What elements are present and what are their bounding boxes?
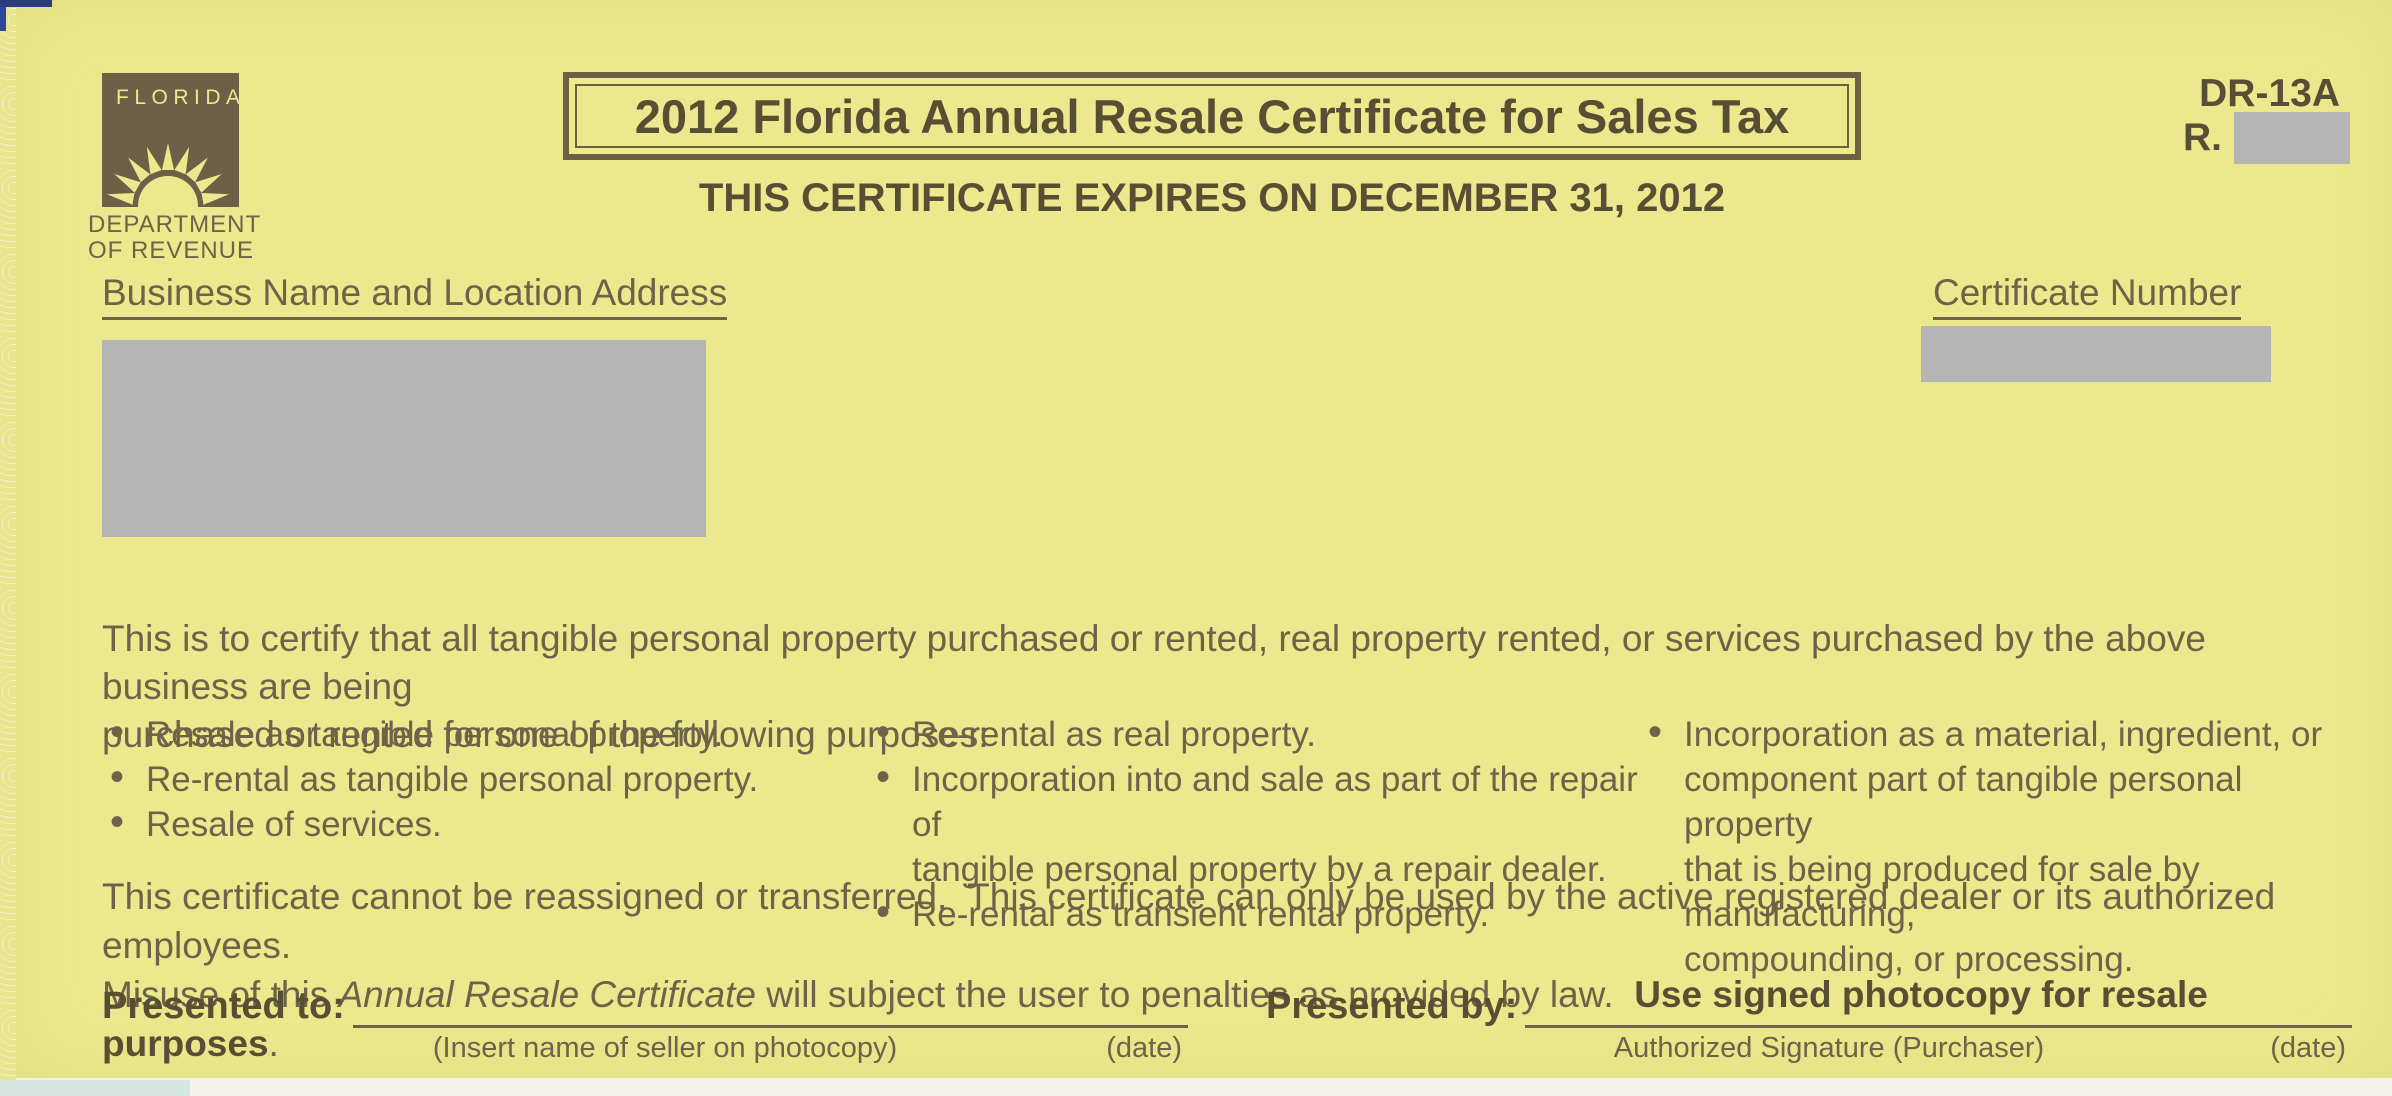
business-address-label: Business Name and Location Address [102, 272, 728, 320]
presented-by-group: Presented by: Authorized Signature (Purc… [1266, 982, 2352, 1070]
logo-dept-line2: OF REVENUE [88, 237, 255, 264]
purpose-item: Incorporation as a material, ingredient,… [1640, 710, 2362, 982]
purpose-item: Incorporation into and sale as part of t… [868, 755, 1640, 892]
title-box: 2012 Florida Annual Resale Certificate f… [563, 72, 1861, 160]
title-box-inner: 2012 Florida Annual Resale Certificate f… [575, 84, 1849, 148]
purpose-item-text: tangible personal property by a repair d… [912, 850, 1607, 889]
logo-dept-line1: DEPARTMENT [88, 211, 262, 238]
presented-by-signature-line [1525, 982, 2352, 1028]
sunburst-icon: FLORIDA [102, 73, 239, 207]
terms-paragraph: This certificate cannot be reassigned or… [102, 872, 2372, 1068]
purpose-item: Re-rental as transient rental property. [868, 890, 1640, 937]
purpose-item-text: that is being produced for sale by manuf… [1684, 850, 2200, 934]
page-title: 2012 Florida Annual Resale Certificate f… [634, 89, 1790, 143]
purpose-item-text: Resale of services. [146, 805, 442, 844]
presented-by-caption: Authorized Signature (Purchaser) [1613, 1032, 2045, 1064]
certificate-paper: FLORIDA DEPARTMENT OF REVENUE [14, 0, 2392, 1078]
purpose-item-text: Re-rental as transient rental property. [912, 895, 1490, 934]
terms-line-2-pre: Misuse of this [102, 974, 339, 1015]
terms-line-2-end: . [268, 1023, 279, 1064]
revision-redaction [2234, 112, 2350, 164]
presented-to-group: Presented to: (Insert name of seller on … [102, 982, 1188, 1070]
purpose-item-text: Re-rental as tangible personal property. [146, 760, 759, 799]
form-number: DR-13A [2199, 72, 2340, 115]
presented-to-captions: (Insert name of seller on photocopy) (da… [102, 1028, 1188, 1070]
purpose-item: Re-rental as real property. [868, 710, 1640, 757]
logo-state-text: FLORIDA [116, 86, 239, 109]
scan-bottom-artifact [0, 1080, 190, 1096]
purpose-item-text: Incorporation into and sale as part of t… [912, 760, 1638, 844]
presented-by-captions: Authorized Signature (Purchaser) (date) [1266, 1028, 2352, 1070]
scan-corner-mark-side [0, 7, 6, 31]
terms-line-2-mid: will subject the user to penalties as pr… [755, 974, 1635, 1015]
purpose-item: Re-rental as tangible personal property. [102, 755, 868, 802]
presented-to-label: Presented to: [102, 985, 345, 1027]
scan-corner-mark [0, 0, 52, 7]
purpose-item-text: Re-rental as real property. [912, 715, 1316, 754]
presented-to-date-label: (date) [1106, 1032, 1182, 1064]
logo-caption: DEPARTMENT OF REVENUE [88, 212, 288, 264]
revision-prefix: R. [2183, 116, 2222, 159]
presented-by-label: Presented by: [1266, 985, 1518, 1027]
purpose-item-text: compounding, or processing. [1684, 940, 2134, 979]
revision-row: R. [2183, 112, 2350, 164]
perforated-edge [0, 0, 16, 1096]
presented-by-date-label: (date) [2270, 1032, 2346, 1064]
purpose-column-2: Re-rental as real property. Incorporatio… [868, 710, 1640, 982]
purpose-item: Resale of services. [102, 800, 868, 847]
presented-to-row: Presented to: [102, 982, 1188, 1028]
certificate-number-redaction [1921, 326, 2271, 382]
purpose-item-text: Resale as tangible personal property. [146, 715, 724, 754]
purpose-item: Resale as tangible personal property. [102, 710, 868, 757]
terms-photocopy-notice: Use signed photocopy for resale purposes [102, 974, 2219, 1064]
expiry-notice: THIS CERTIFICATE EXPIRES ON DECEMBER 31,… [698, 176, 1726, 220]
purpose-item-text: component part of tangible personal prop… [1684, 760, 2243, 844]
purpose-column-3: Incorporation as a material, ingredient,… [1640, 710, 2362, 982]
purpose-column-1: Resale as tangible personal property. Re… [102, 710, 868, 982]
address-redaction [102, 340, 706, 537]
dor-logo: FLORIDA DEPARTMENT OF REVENUE [88, 73, 288, 264]
terms-certificate-name: Annual Resale Certificate [338, 974, 756, 1015]
certificate-number-label: Certificate Number [1933, 272, 2242, 320]
presented-by-row: Presented by: [1266, 982, 2352, 1028]
presented-to-signature-line [352, 982, 1188, 1028]
purpose-list: Resale as tangible personal property. Re… [102, 710, 2362, 982]
presented-to-caption: (Insert name of seller on photocopy) [432, 1032, 898, 1064]
purpose-item-text: Incorporation as a material, ingredient,… [1684, 715, 2323, 754]
terms-line-1: This certificate cannot be reassigned or… [102, 876, 2286, 966]
intro-line-1: This is to certify that all tangible per… [102, 618, 2217, 707]
